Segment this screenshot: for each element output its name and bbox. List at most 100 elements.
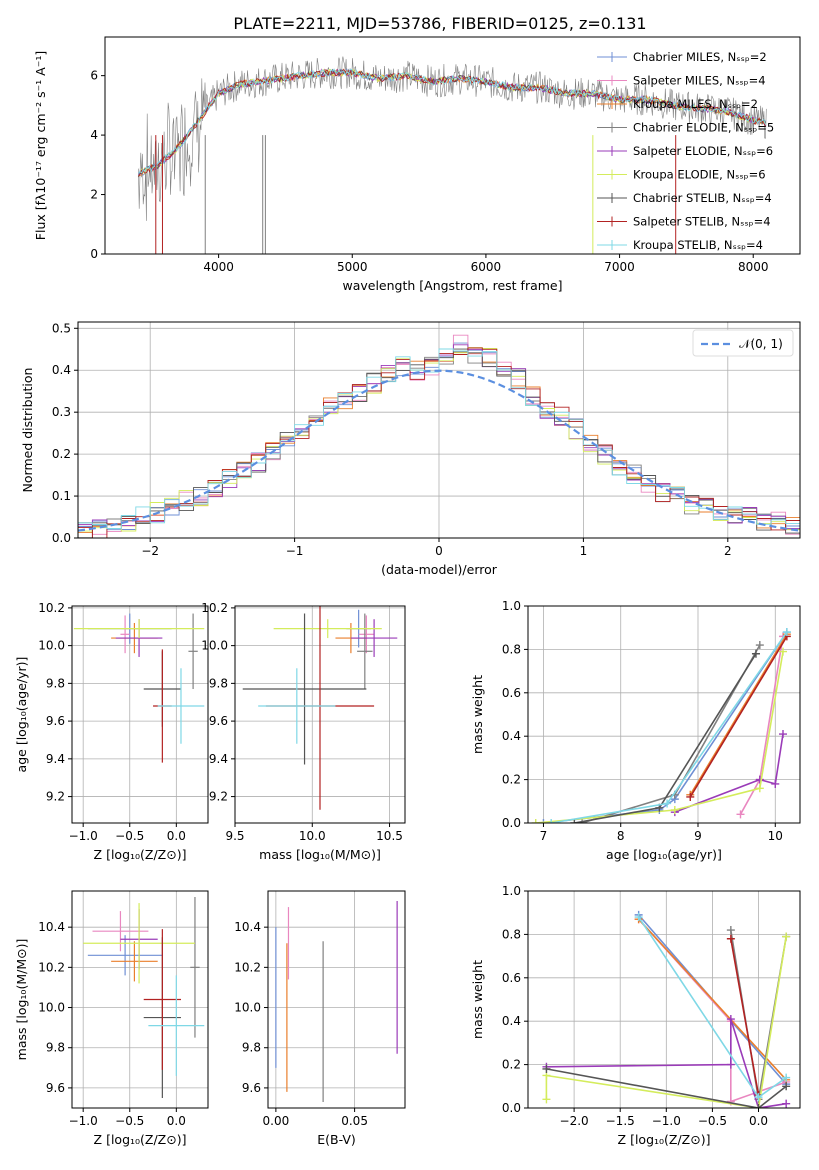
weight-point-marker — [547, 819, 556, 823]
mass_vs_Z-marks — [83, 897, 205, 1098]
massweight_vs_age-marks — [531, 628, 791, 823]
weight-point-marker — [771, 779, 780, 788]
x-tick-label: −0.5 — [115, 1114, 144, 1128]
y-axis-label: age [log₁₀(age/yr)] — [14, 657, 29, 773]
y-tick-label: 9.8 — [46, 1041, 65, 1055]
legend-entry: Chabrier ELODIE, Nₛₛₚ=5 — [633, 121, 774, 135]
x-tick-label: 0 — [435, 544, 443, 558]
y-tick-label: 9.4 — [46, 752, 65, 766]
weight-point-marker — [782, 932, 791, 941]
x-tick-label: −1.5 — [606, 1114, 635, 1128]
x-tick-label: 2 — [724, 544, 732, 558]
spectrum-marks — [138, 56, 767, 254]
y-tick-label: 9.8 — [46, 676, 65, 690]
massweight_vs_Z-frame — [527, 890, 801, 1109]
x-tick-label: 0.0 — [749, 1114, 768, 1128]
weight-point-marker — [570, 819, 579, 823]
mass_vs_EBV-frame — [267, 890, 406, 1109]
spectrum-frame — [104, 36, 801, 255]
legend-entry: Salpeter STELIB, Nₛₛₚ=4 — [633, 215, 771, 229]
legend-entry: Chabrier STELIB, Nₛₛₚ=4 — [633, 191, 772, 205]
x-axis-label: mass [log₁₀(M/M⊙)] — [259, 847, 381, 862]
mass_vs_EBV-marks — [275, 901, 398, 1102]
weight-series-line — [581, 644, 761, 823]
weight-point-marker — [782, 1082, 791, 1091]
y-tick-label: 10.2 — [38, 601, 65, 615]
x-tick-label: 0.0 — [167, 829, 186, 843]
y-tick-label: 0.3 — [52, 405, 71, 419]
weight-point-marker — [782, 628, 791, 637]
y-tick-label: 0.5 — [52, 321, 71, 335]
x-tick-label: 9 — [694, 829, 702, 843]
massweight_vs_Z-marks — [542, 910, 791, 1108]
x-tick-label: 10.0 — [299, 829, 326, 843]
x-tick-label: −1.0 — [69, 1114, 98, 1128]
weight-point-marker — [779, 730, 787, 739]
y-tick-label: 0.8 — [502, 927, 521, 941]
x-axis-label: age [log₁₀(age/yr)] — [606, 847, 722, 862]
y-tick-label: 10.0 — [234, 1001, 261, 1015]
age_vs_Z-marks — [73, 613, 205, 763]
weight-point-marker — [782, 1099, 791, 1108]
x-tick-label: −2.0 — [560, 1114, 589, 1128]
legend-entry: 𝒩(0, 1) — [739, 337, 783, 351]
y-tick-label: 10.4 — [38, 920, 65, 934]
x-tick-label: 7 — [540, 829, 548, 843]
weight-series-line — [546, 1068, 787, 1108]
legend-entry: Salpeter MILES, Nₛₛₚ=4 — [633, 74, 766, 88]
weight-point-marker — [754, 1093, 763, 1102]
weight-point-marker — [751, 649, 760, 658]
x-tick-label: 10 — [768, 829, 783, 843]
y-tick-label: 0.6 — [502, 686, 521, 700]
x-axis-label: E(B-V) — [317, 1132, 356, 1147]
y-tick-label: 0.2 — [502, 1058, 521, 1072]
y-tick-label: 0.4 — [52, 363, 71, 377]
histogram-step — [78, 348, 800, 538]
x-tick-label: 7000 — [604, 260, 635, 274]
legend-entry: Salpeter ELODIE, Nₛₛₚ=6 — [633, 144, 773, 158]
y-tick-label: 0.6 — [502, 971, 521, 985]
legend-entry: Kroupa ELODIE, Nₛₛₚ=6 — [633, 168, 766, 182]
y-axis-label: Flux [fλ10⁻¹⁷ erg cm⁻² s⁻¹ A⁻¹] — [33, 51, 48, 240]
legend-entry: Chabrier MILES, Nₛₛₚ=2 — [633, 50, 767, 64]
y-tick-label: 10.2 — [38, 960, 65, 974]
y-axis-label: mass weight — [470, 675, 485, 754]
weight-point-marker — [755, 784, 764, 793]
y-tick-label: 9.6 — [46, 1081, 65, 1095]
weight-series-line — [574, 653, 757, 823]
y-tick-label: 9.6 — [209, 714, 228, 728]
x-axis-label: Z [log₁₀(Z/Z⊙)] — [94, 847, 187, 862]
x-tick-label: −0.5 — [115, 829, 144, 843]
x-axis-label: (data-model)/error — [381, 562, 498, 577]
x-tick-label: 9.5 — [225, 829, 244, 843]
y-tick-label: 9.8 — [242, 1041, 261, 1055]
weight-point-marker — [755, 775, 764, 784]
weight-series-line — [730, 938, 760, 1096]
legend-entry: Kroupa MILES, Nₛₛₚ=2 — [633, 97, 758, 111]
x-tick-label: 0.00 — [263, 1114, 290, 1128]
x-axis-label: Z [log₁₀(Z/Z⊙)] — [618, 1132, 711, 1147]
weight-point-marker — [726, 934, 735, 943]
weight-point-marker — [779, 647, 787, 656]
y-tick-label: 9.8 — [209, 676, 228, 690]
x-tick-label: 8 — [617, 829, 625, 843]
text-layer: Chabrier MILES, Nₛₛₚ=2 Salpeter MILES, Nₛ… — [14, 50, 794, 1147]
x-tick-label: 8000 — [738, 260, 769, 274]
y-tick-label: 10.2 — [201, 601, 228, 615]
weight-point-marker — [539, 819, 548, 823]
massweight_vs_age-frame — [527, 605, 801, 824]
y-axis-label: mass weight — [470, 960, 485, 1039]
figure-title: PLATE=2211, MJD=53786, FIBERID=0125, z=0… — [233, 14, 646, 33]
weight-point-marker — [531, 819, 540, 823]
x-tick-label: −1.0 — [652, 1114, 681, 1128]
y-tick-label: 9.6 — [46, 714, 65, 728]
weight-series-line — [689, 633, 788, 796]
weight-point-marker — [542, 1095, 551, 1104]
y-tick-label: 9.6 — [242, 1081, 261, 1095]
x-tick-label: 10.5 — [376, 829, 403, 843]
x-tick-label: 5000 — [337, 260, 368, 274]
y-tick-label: 10.0 — [38, 1001, 65, 1015]
legend-entry: Kroupa STELIB, Nₛₛₚ=4 — [633, 238, 763, 252]
x-tick-label: 0.0 — [167, 1114, 186, 1128]
spectrum-series-line — [138, 68, 766, 174]
